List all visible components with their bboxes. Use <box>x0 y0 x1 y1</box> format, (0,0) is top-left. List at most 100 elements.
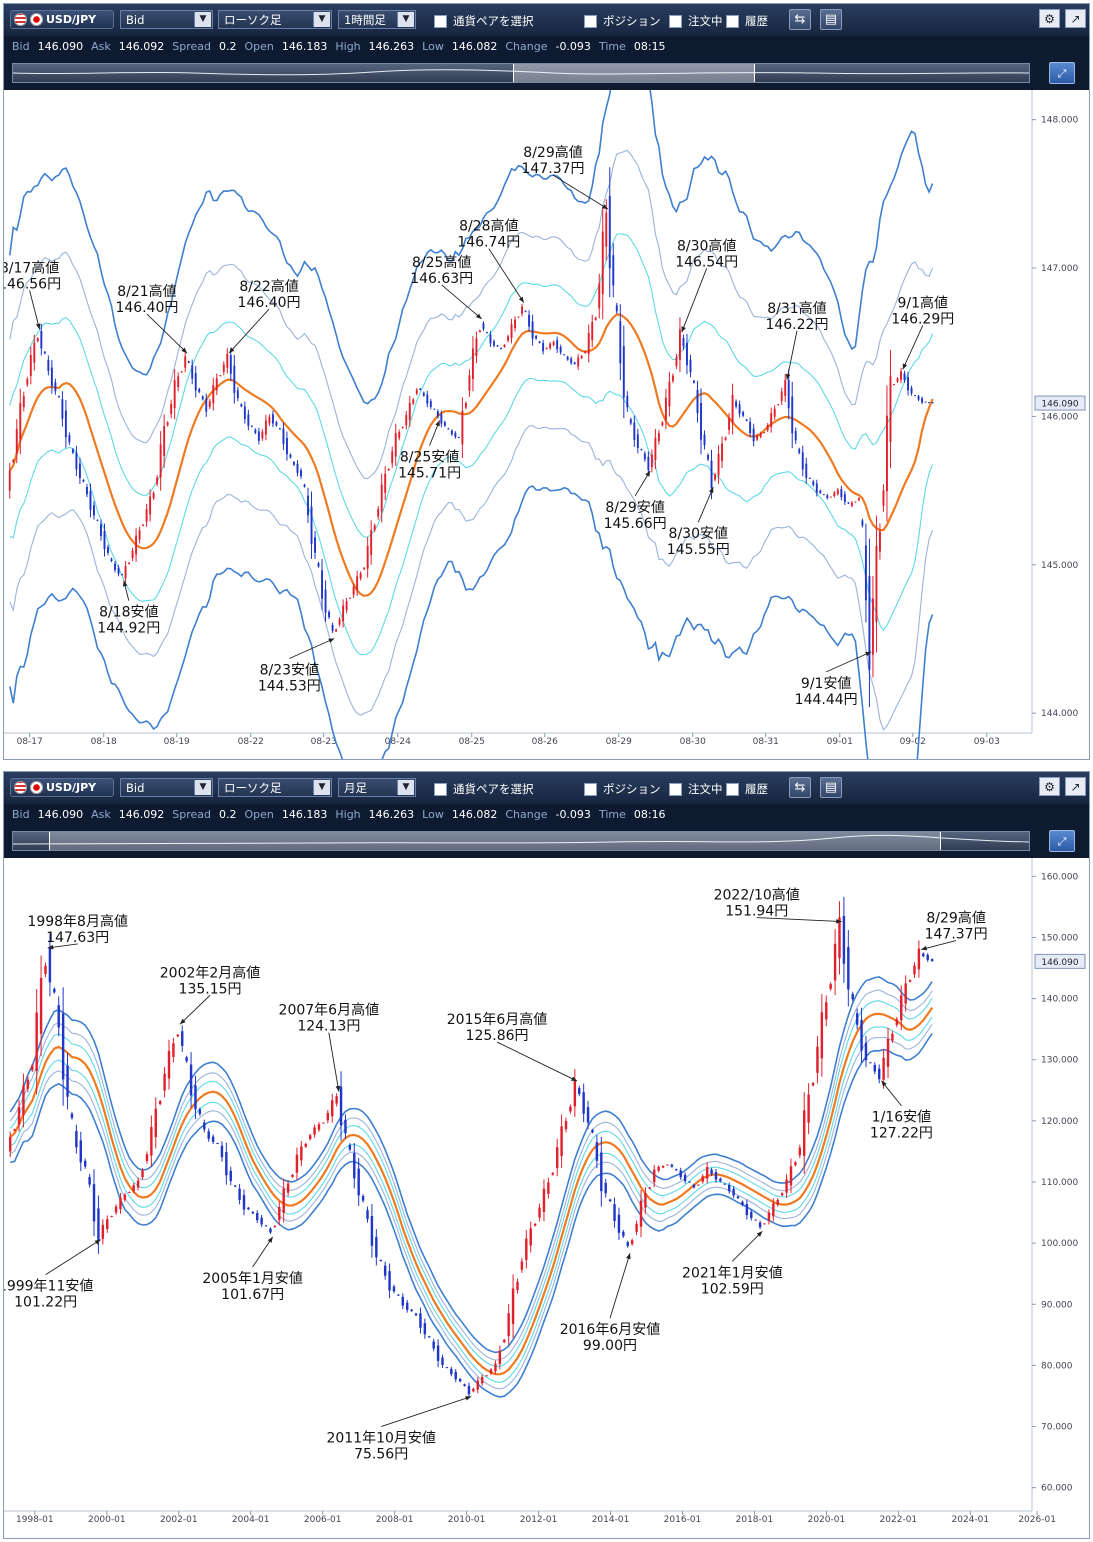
select-pair-toggle[interactable]: 通貨ペアを選択 <box>434 781 534 797</box>
candle <box>222 361 225 376</box>
annotation-value: 101.67円 <box>221 1287 284 1303</box>
gear-icon[interactable]: ⚙ <box>1039 777 1060 796</box>
candle <box>798 447 801 455</box>
popout-icon[interactable]: ↗ <box>1065 777 1086 796</box>
price-type-select[interactable]: Bid ▼ <box>120 778 213 797</box>
checkbox[interactable] <box>726 14 739 28</box>
checkbox[interactable] <box>434 14 447 28</box>
candle <box>138 526 141 544</box>
candle <box>877 1064 881 1084</box>
candle <box>758 1220 762 1230</box>
checkbox[interactable] <box>726 782 739 796</box>
candle <box>498 1345 502 1370</box>
popout-icon[interactable]: ↗ <box>1065 9 1086 28</box>
navigator-window[interactable] <box>49 832 941 850</box>
candle <box>83 1158 87 1169</box>
candle <box>212 377 215 411</box>
candle <box>750 1209 753 1221</box>
candle <box>600 1136 603 1207</box>
candle <box>173 369 176 420</box>
navigator-scrollbar[interactable] <box>12 831 1030 851</box>
timeframe-select[interactable]: 月足 ▼ <box>338 778 416 797</box>
candle <box>278 427 281 430</box>
history-toggle[interactable]: 履歴 <box>726 781 768 797</box>
candle <box>342 599 345 628</box>
expand-icon[interactable]: ⤢ <box>1049 62 1075 84</box>
candle <box>44 962 47 978</box>
layout-icon[interactable]: ▤ <box>820 777 842 798</box>
chart-settings-icon[interactable]: ⇆ <box>789 9 811 30</box>
chart-settings-icon[interactable]: ⇆ <box>789 777 811 798</box>
navigator-window[interactable] <box>513 64 755 82</box>
candle <box>873 1062 877 1075</box>
x-tick-label: 1998-01 <box>16 1515 54 1525</box>
candle <box>64 399 67 448</box>
candle <box>605 199 608 261</box>
candle <box>472 1387 475 1393</box>
candle <box>357 1157 360 1207</box>
candle <box>696 380 699 423</box>
candle <box>31 1063 34 1073</box>
price-type-select[interactable]: Bid ▼ <box>120 10 213 29</box>
gear-icon[interactable]: ⚙ <box>1039 9 1060 28</box>
candle <box>384 466 387 501</box>
candle <box>383 1261 387 1280</box>
checkbox[interactable] <box>584 14 597 28</box>
annotation-label: 2021年1月安値 <box>682 1265 783 1281</box>
chart-style-select[interactable]: ローソク足 ▼ <box>218 778 332 797</box>
y-tick-label: 110.000 <box>1041 1178 1078 1188</box>
position-toggle[interactable]: ポジション <box>584 13 661 29</box>
candle <box>566 355 569 361</box>
candle <box>304 1142 307 1148</box>
candle <box>772 1198 775 1222</box>
position-toggle[interactable]: ポジション <box>584 781 661 797</box>
candle <box>142 524 145 527</box>
candle <box>85 484 88 498</box>
annotation-value: 102.59円 <box>701 1281 764 1297</box>
candle <box>805 457 808 484</box>
candle <box>787 368 790 420</box>
currency-pair-button[interactable]: USD/JPY <box>10 10 114 29</box>
candle <box>860 1007 863 1063</box>
candle <box>198 387 201 394</box>
candle <box>324 580 327 622</box>
layout-icon[interactable]: ▤ <box>820 9 842 30</box>
checkbox[interactable] <box>669 14 682 28</box>
candle <box>569 1104 572 1114</box>
candle <box>742 410 745 418</box>
low-value: 146.082 <box>451 807 498 821</box>
y-tick-label: 80.000 <box>1041 1361 1073 1371</box>
candle <box>829 496 832 498</box>
candle <box>640 448 643 451</box>
timeframe-select[interactable]: 1時間足 ▼ <box>338 10 416 29</box>
checkbox[interactable] <box>669 782 682 796</box>
history-toggle[interactable]: 履歴 <box>726 13 768 29</box>
x-tick-label: 2006-01 <box>304 1515 342 1525</box>
checkbox[interactable] <box>584 782 597 796</box>
candle <box>271 410 274 428</box>
candle <box>282 1178 285 1223</box>
candle <box>482 321 485 332</box>
expand-icon[interactable]: ⤢ <box>1049 830 1075 852</box>
order-toggle[interactable]: 注文中 <box>669 781 723 797</box>
candle <box>594 316 597 321</box>
navigator-scrollbar[interactable] <box>12 63 1030 83</box>
chart-style-select[interactable]: ローソク足 ▼ <box>218 10 332 29</box>
candle <box>387 468 390 471</box>
candle <box>864 523 867 623</box>
candle <box>61 987 65 1106</box>
annotation-value: 146.40円 <box>238 295 301 311</box>
currency-pair-button[interactable]: USD/JPY <box>10 778 114 797</box>
checkbox[interactable] <box>434 782 447 796</box>
candle <box>93 501 95 520</box>
candle <box>759 431 762 439</box>
select-pair-toggle[interactable]: 通貨ペアを選択 <box>434 13 534 29</box>
order-toggle[interactable]: 注文中 <box>669 13 723 29</box>
x-tick-label: 08-26 <box>532 737 558 747</box>
candle <box>335 628 338 633</box>
candle <box>794 427 797 444</box>
